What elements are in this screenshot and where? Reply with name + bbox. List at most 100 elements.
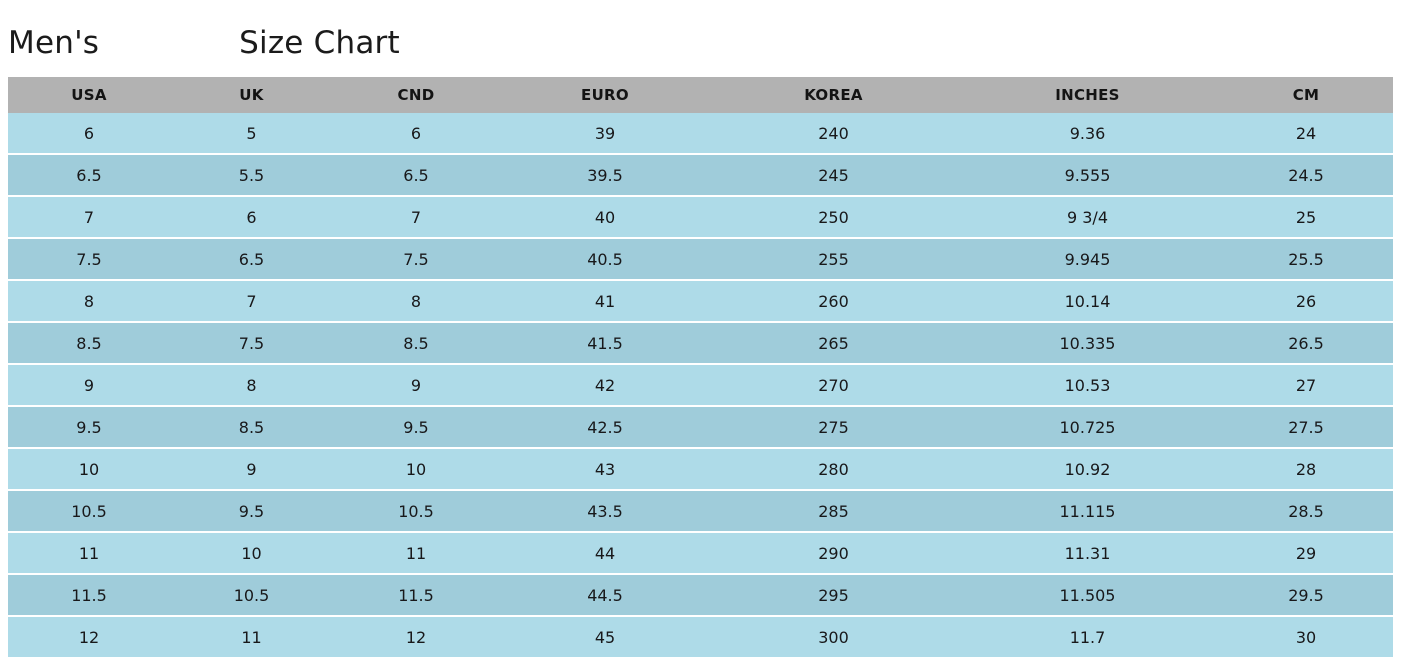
cell-euro: 42 bbox=[594, 375, 616, 395]
cell-uk: 8 bbox=[246, 375, 257, 395]
cell-uk: 7.5 bbox=[238, 333, 265, 353]
cell-usa: 7.5 bbox=[76, 249, 102, 269]
cell-euro: 44.5 bbox=[587, 585, 623, 605]
cell-korea: 295 bbox=[818, 585, 849, 605]
cell-cnd: 10.5 bbox=[398, 501, 434, 521]
cell-cm: 28 bbox=[1295, 459, 1317, 479]
table-header-row: USA UK CND EURO KOREA INCHES CM bbox=[8, 77, 1393, 113]
cell-korea: 240 bbox=[818, 123, 849, 143]
cell-euro: 39 bbox=[594, 123, 616, 143]
cell-usa: 6 bbox=[83, 123, 95, 143]
cell-euro: 45 bbox=[594, 627, 616, 647]
page-title-prefix: Men's bbox=[8, 24, 100, 61]
cell-cnd: 6 bbox=[410, 123, 422, 143]
cell-cnd: 6.5 bbox=[403, 165, 429, 185]
cell-cm: 30 bbox=[1295, 627, 1317, 647]
table-row: 6 5 6 39 240 9.36 24 bbox=[8, 113, 1393, 154]
page-title-blank-region bbox=[99, 26, 240, 60]
table-header: USA UK CND EURO KOREA INCHES CM bbox=[8, 77, 1393, 113]
column-header-cm: CM bbox=[1292, 86, 1320, 104]
cell-inches: 9 3/4 bbox=[1066, 207, 1108, 227]
table-row: 7 6 7 40 250 9 3/4 25 bbox=[8, 196, 1393, 238]
cell-korea: 280 bbox=[818, 459, 849, 479]
table-row: 9 8 9 42 270 10.53 27 bbox=[8, 364, 1393, 406]
cell-inches: 11.505 bbox=[1059, 585, 1116, 605]
cell-inches: 9.36 bbox=[1069, 123, 1106, 143]
cell-inches: 10.53 bbox=[1064, 375, 1111, 395]
cell-usa: 8.5 bbox=[76, 333, 102, 353]
cell-inches: 10.14 bbox=[1064, 291, 1111, 311]
cell-cm: 27.5 bbox=[1288, 417, 1324, 437]
size-chart-table-container: USA UK CND EURO KOREA INCHES CM 6 5 6 39 240 9.36 24… bbox=[8, 77, 1393, 657]
cell-korea: 270 bbox=[818, 375, 849, 395]
cell-uk: 10.5 bbox=[233, 585, 270, 605]
column-header-uk: UK bbox=[239, 86, 264, 104]
cell-usa: 9.5 bbox=[76, 417, 102, 437]
cell-inches: 10.335 bbox=[1059, 333, 1116, 353]
column-header-inches: INCHES bbox=[1055, 86, 1120, 104]
cell-cnd: 8.5 bbox=[403, 333, 429, 353]
page-title: Men's Size Chart bbox=[8, 20, 400, 66]
cell-uk: 7 bbox=[246, 291, 257, 311]
cell-cnd: 7 bbox=[410, 207, 422, 227]
cell-korea: 285 bbox=[818, 501, 849, 521]
cell-euro: 40.5 bbox=[587, 249, 623, 269]
cell-usa: 11.5 bbox=[71, 585, 107, 605]
table-row: 12 11 12 45 300 11.7 30 bbox=[8, 616, 1393, 657]
cell-usa: 7 bbox=[83, 207, 95, 227]
cell-cnd: 10 bbox=[405, 459, 427, 479]
cell-cm: 26 bbox=[1295, 291, 1317, 311]
cell-inches: 11.7 bbox=[1069, 627, 1106, 647]
cell-euro: 40 bbox=[594, 207, 616, 227]
column-header-korea: KOREA bbox=[804, 86, 863, 104]
cell-uk: 5 bbox=[246, 123, 257, 143]
cell-cnd: 9 bbox=[410, 375, 422, 395]
cell-usa: 6.5 bbox=[76, 165, 102, 185]
cell-uk: 6.5 bbox=[238, 249, 265, 269]
cell-euro: 43 bbox=[594, 459, 616, 479]
cell-euro: 41.5 bbox=[587, 333, 623, 353]
table-row: 10 9 10 43 280 10.92 28 bbox=[8, 448, 1393, 490]
table-row: 10.5 9.5 10.5 43.5 285 11.115 28.5 bbox=[8, 490, 1393, 532]
cell-uk: 6 bbox=[246, 207, 257, 227]
cell-usa: 10.5 bbox=[71, 501, 107, 521]
cell-cm: 27 bbox=[1295, 375, 1317, 395]
cell-uk: 10 bbox=[241, 543, 262, 563]
cell-korea: 245 bbox=[818, 165, 849, 185]
table-row: 9.5 8.5 9.5 42.5 275 10.725 27.5 bbox=[8, 406, 1393, 448]
cell-inches: 11.115 bbox=[1059, 501, 1116, 521]
cell-cnd: 11 bbox=[405, 543, 427, 563]
cell-korea: 275 bbox=[818, 417, 849, 437]
cell-uk: 9.5 bbox=[238, 501, 265, 521]
cell-cm: 26.5 bbox=[1288, 333, 1324, 353]
cell-usa: 9 bbox=[83, 375, 95, 395]
cell-korea: 250 bbox=[818, 207, 849, 227]
cell-cm: 24.5 bbox=[1288, 165, 1324, 185]
cell-usa: 8 bbox=[83, 291, 95, 311]
size-chart-table: USA UK CND EURO KOREA INCHES CM 6 5 6 39 240 9.36 24… bbox=[8, 77, 1393, 657]
cell-korea: 290 bbox=[818, 543, 849, 563]
cell-euro: 39.5 bbox=[587, 165, 623, 185]
cell-uk: 9 bbox=[246, 459, 257, 479]
table-row: 11 10 11 44 290 11.31 29 bbox=[8, 532, 1393, 574]
cell-cm: 25.5 bbox=[1288, 249, 1324, 269]
cell-euro: 41 bbox=[594, 291, 616, 311]
table-row: 7.5 6.5 7.5 40.5 255 9.945 25.5 bbox=[8, 238, 1393, 280]
cell-cm: 28.5 bbox=[1288, 501, 1324, 521]
table-row: 6.5 5.5 6.5 39.5 245 9.555 24.5 bbox=[8, 154, 1393, 196]
cell-inches: 10.725 bbox=[1059, 417, 1116, 437]
cell-euro: 44 bbox=[594, 543, 616, 563]
cell-cm: 29.5 bbox=[1288, 585, 1324, 605]
cell-cnd: 9.5 bbox=[403, 417, 429, 437]
cell-inches: 9.945 bbox=[1064, 249, 1111, 269]
column-header-euro: EURO bbox=[581, 86, 629, 104]
cell-uk: 5.5 bbox=[238, 165, 265, 185]
cell-uk: 11 bbox=[241, 627, 262, 647]
cell-cnd: 8 bbox=[410, 291, 422, 311]
cell-korea: 260 bbox=[818, 291, 849, 311]
table-row: 8.5 7.5 8.5 41.5 265 10.335 26.5 bbox=[8, 322, 1393, 364]
cell-inches: 9.555 bbox=[1064, 165, 1111, 185]
cell-cm: 29 bbox=[1295, 543, 1317, 563]
cell-usa: 11 bbox=[78, 543, 100, 563]
